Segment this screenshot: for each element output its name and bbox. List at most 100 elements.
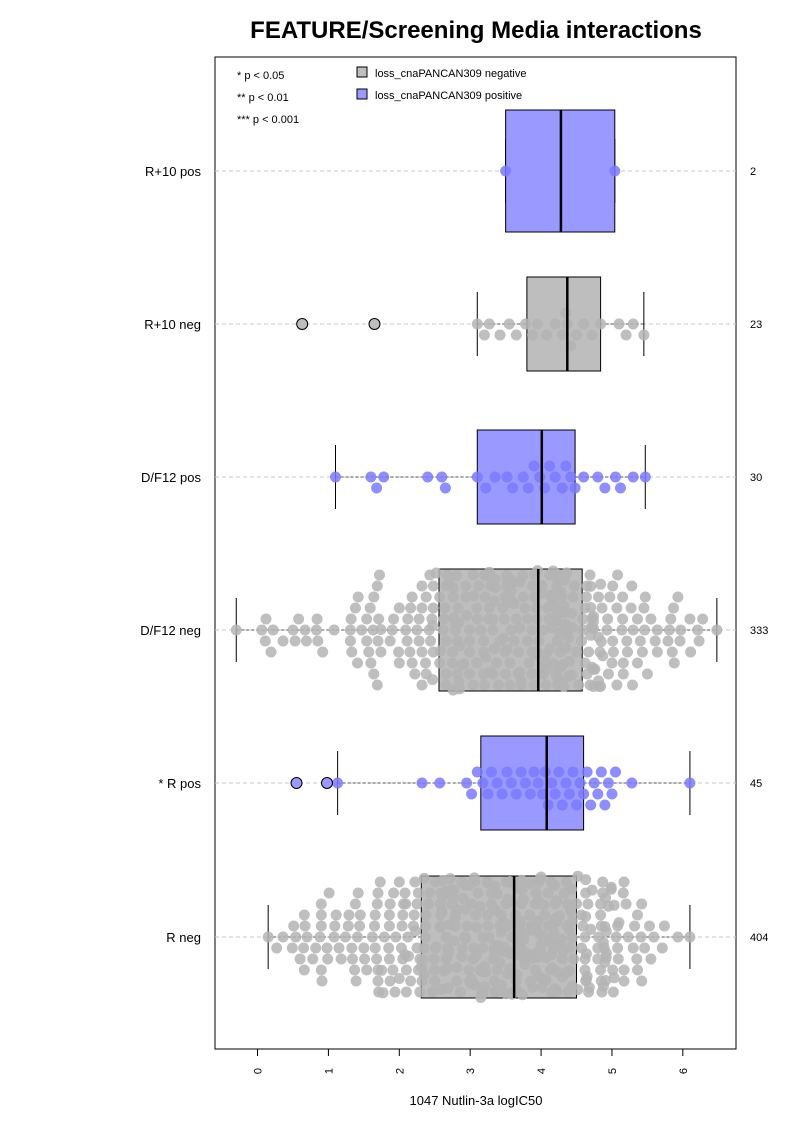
sample-count: 333 — [750, 625, 768, 637]
data-point — [294, 953, 306, 965]
data-point — [447, 582, 459, 594]
data-point — [400, 624, 412, 636]
data-point — [448, 935, 460, 947]
data-point — [554, 910, 565, 922]
data-point — [556, 591, 568, 603]
data-point — [580, 948, 592, 960]
data-point — [649, 635, 661, 647]
data-point — [352, 591, 364, 603]
x-tick-label: 1 — [323, 1068, 335, 1074]
data-point — [522, 635, 534, 647]
data-point — [349, 964, 361, 976]
data-point — [277, 635, 289, 647]
data-point — [595, 318, 607, 330]
data-point — [551, 635, 563, 647]
data-point — [578, 788, 590, 800]
data-point — [454, 986, 466, 998]
data-point — [595, 909, 607, 921]
data-point — [638, 329, 650, 341]
data-point — [611, 602, 623, 614]
data-point — [626, 580, 638, 592]
data-point — [487, 614, 499, 625]
data-point — [625, 602, 637, 614]
data-point — [636, 898, 648, 910]
data-point — [515, 915, 526, 927]
data-point — [592, 471, 604, 483]
data-point — [403, 950, 414, 962]
data-point — [344, 624, 356, 636]
whiskers — [235, 139, 718, 969]
data-point — [663, 624, 675, 636]
data-point — [522, 482, 534, 494]
data-point — [299, 920, 311, 932]
data-point — [401, 635, 413, 647]
data-point — [586, 329, 598, 341]
x-tick-label: 6 — [678, 1068, 690, 1074]
data-point — [451, 904, 463, 916]
data-point — [424, 887, 436, 899]
data-point — [386, 624, 398, 636]
data-point — [563, 655, 575, 667]
data-point — [610, 471, 621, 483]
data-point — [356, 624, 368, 636]
data-point — [580, 911, 592, 922]
data-point — [286, 942, 298, 954]
data-point — [607, 986, 619, 998]
data-point — [262, 931, 274, 943]
data-point — [472, 887, 484, 899]
data-point — [349, 898, 361, 910]
category-label: R neg — [166, 930, 201, 945]
data-point — [675, 624, 687, 636]
data-point — [563, 632, 575, 644]
data-point — [422, 471, 434, 483]
data-point — [599, 482, 611, 494]
data-point — [368, 668, 380, 680]
data-point — [626, 777, 638, 789]
data-point — [449, 920, 461, 932]
data-point — [504, 679, 516, 691]
data-point — [629, 920, 641, 932]
data-point — [315, 964, 327, 976]
sample-count: 23 — [750, 319, 762, 331]
data-point — [631, 953, 643, 965]
data-point — [447, 646, 458, 658]
data-point — [607, 635, 619, 647]
data-point — [618, 964, 630, 976]
data-point — [442, 569, 453, 581]
data-point — [600, 952, 612, 963]
data-point — [311, 613, 323, 625]
data-point — [408, 909, 420, 921]
data-point — [409, 876, 421, 888]
data-point — [439, 482, 451, 494]
data-point — [617, 613, 629, 625]
data-point — [611, 679, 623, 691]
data-point — [556, 482, 568, 494]
data-point — [458, 658, 470, 670]
data-point — [339, 931, 351, 943]
data-point — [588, 616, 599, 627]
data-point — [503, 318, 515, 330]
data-point — [532, 318, 543, 330]
data-point — [685, 646, 697, 658]
data-point — [485, 766, 497, 778]
data-point — [565, 905, 577, 917]
data-point — [349, 602, 361, 614]
category-label: * R pos — [158, 776, 201, 791]
data-point — [560, 642, 572, 654]
data-point — [429, 964, 441, 976]
data-point — [451, 975, 463, 987]
data-point — [384, 635, 396, 647]
data-point — [330, 909, 342, 921]
data-point — [298, 942, 310, 954]
data-point — [544, 460, 556, 472]
data-point — [549, 879, 560, 891]
data-point — [579, 931, 591, 943]
data-point — [468, 590, 480, 602]
data-point — [674, 635, 686, 647]
data-point — [610, 766, 621, 778]
data-point — [347, 953, 358, 965]
data-point — [361, 613, 373, 625]
data-point — [371, 482, 383, 494]
data-point — [662, 635, 674, 647]
data-point — [369, 920, 380, 932]
